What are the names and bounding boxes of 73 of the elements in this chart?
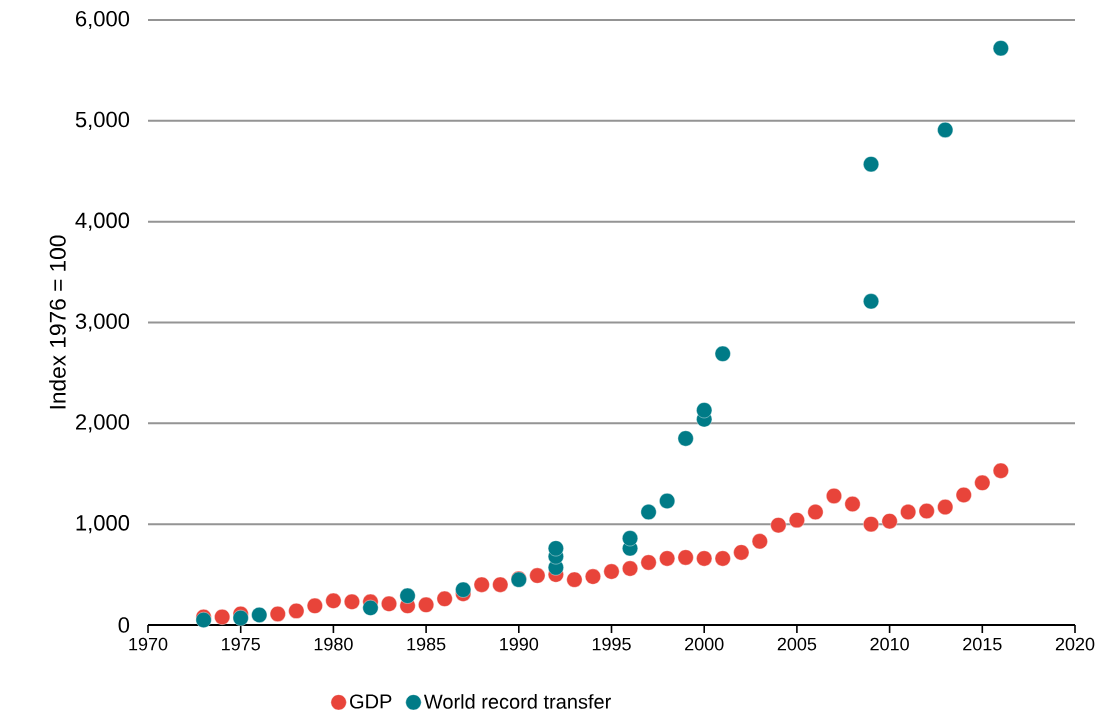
- y-tick-label: 5,000: [75, 111, 130, 130]
- point: [826, 488, 842, 504]
- point: [214, 609, 231, 625]
- point: [900, 504, 917, 520]
- point: [677, 549, 694, 566]
- point: [362, 599, 379, 616]
- point: [547, 540, 564, 557]
- point: [325, 592, 342, 609]
- legend-label: GDP: [350, 694, 392, 709]
- y-axis-title: Index 1976 = 100: [49, 235, 66, 409]
- point: [844, 496, 861, 512]
- y-tick-label: 0: [118, 617, 130, 633]
- x-tick-label: 1985: [407, 637, 446, 651]
- point: [937, 121, 954, 138]
- y-tick-label: 6,000: [76, 10, 130, 30]
- point: [733, 544, 750, 561]
- point: [677, 430, 694, 447]
- y-tick-label: 1,000: [76, 515, 130, 534]
- point: [566, 571, 583, 588]
- x-tick-label: 1990: [500, 637, 539, 651]
- point: [659, 550, 676, 567]
- point: [918, 503, 935, 519]
- point: [585, 568, 601, 585]
- x-tick-label: 2020: [1055, 637, 1095, 651]
- point: [992, 462, 1009, 479]
- x-tick-label: 2010: [870, 637, 909, 651]
- x-tick-label: 2000: [685, 637, 724, 651]
- point: [529, 567, 546, 584]
- point: [881, 513, 898, 530]
- legend-label: World record transfer: [423, 694, 611, 709]
- point: [788, 512, 805, 529]
- point: [992, 40, 1009, 57]
- x-tick-label: 2005: [777, 637, 817, 651]
- x-tick-label: 1970: [129, 637, 168, 651]
- point: [863, 293, 879, 310]
- point: [418, 596, 435, 613]
- y-tick-label: 3,000: [75, 313, 130, 332]
- y-tick-label: 2,000: [76, 414, 130, 433]
- y-tick-label: 4,000: [75, 212, 130, 231]
- point: [269, 605, 286, 622]
- point: [381, 595, 397, 612]
- point: [288, 602, 305, 619]
- point: [232, 610, 249, 626]
- point: [937, 499, 954, 515]
- point: [640, 554, 657, 571]
- x-tick-label: 1975: [222, 637, 260, 651]
- point: [640, 504, 657, 520]
- point: [622, 560, 638, 577]
- point: [696, 550, 713, 567]
- x-tick-label: 1995: [592, 637, 631, 651]
- point: [492, 576, 509, 593]
- point: [714, 345, 731, 362]
- point: [974, 474, 991, 491]
- point: [863, 516, 879, 533]
- point: [473, 576, 490, 593]
- x-tick-label: 2015: [963, 637, 1002, 651]
- point: [696, 402, 713, 419]
- point: [603, 563, 620, 580]
- point: [344, 593, 360, 610]
- point: [659, 493, 676, 509]
- point: [251, 606, 268, 623]
- point: [714, 550, 731, 567]
- point: [751, 533, 768, 550]
- x-tick-label: 1980: [314, 637, 353, 651]
- point: [770, 517, 787, 534]
- point: [306, 597, 323, 614]
- point: [399, 587, 416, 604]
- point: [955, 487, 972, 503]
- point: [863, 156, 879, 173]
- point: [807, 504, 824, 520]
- point: [622, 530, 638, 547]
- point: [455, 581, 472, 598]
- point: [436, 590, 453, 607]
